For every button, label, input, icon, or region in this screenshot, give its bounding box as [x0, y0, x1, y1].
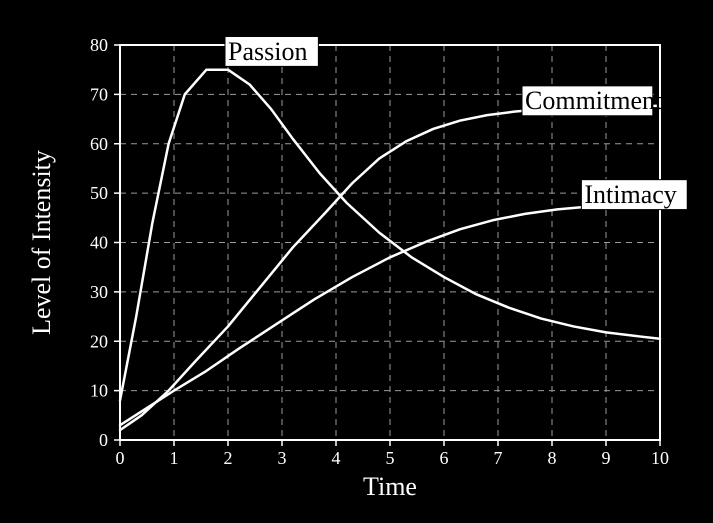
- x-tick-label: 5: [386, 448, 395, 468]
- x-tick-label: 6: [440, 448, 449, 468]
- y-tick-label: 40: [90, 233, 108, 253]
- x-axis-label: Time: [363, 472, 417, 501]
- x-tick-label: 7: [494, 448, 503, 468]
- y-tick-label: 30: [90, 282, 108, 302]
- x-tick-label: 0: [116, 448, 125, 468]
- x-tick-label: 8: [548, 448, 557, 468]
- y-tick-label: 50: [90, 183, 108, 203]
- annotation-passion: Passion: [228, 37, 307, 66]
- y-tick-label: 10: [90, 381, 108, 401]
- chart-container: 0 1 2 3 4 5 6 7 8 9 10 0 10 20 30 40 50 60 70 80 Time Level o…: [0, 0, 713, 523]
- y-axis-label: Level of Intensity: [27, 150, 56, 335]
- y-tick-label: 60: [90, 134, 108, 154]
- x-tick-label: 10: [651, 448, 669, 468]
- x-tick-label: 4: [332, 448, 341, 468]
- y-tick-label: 0: [99, 430, 108, 450]
- line-chart: 0 1 2 3 4 5 6 7 8 9 10 0 10 20 30 40 50 60 70 80 Time Level o…: [0, 0, 713, 523]
- annotation-commitment: Commitment: [525, 86, 663, 115]
- x-tick-label: 3: [278, 448, 287, 468]
- y-tick-label: 70: [90, 84, 108, 104]
- x-tick-label: 1: [170, 448, 179, 468]
- y-tick-label: 80: [90, 35, 108, 55]
- annotation-intimacy: Intimacy: [584, 180, 676, 209]
- y-tick-label: 20: [90, 331, 108, 351]
- x-tick-label: 2: [224, 448, 233, 468]
- x-tick-label: 9: [602, 448, 611, 468]
